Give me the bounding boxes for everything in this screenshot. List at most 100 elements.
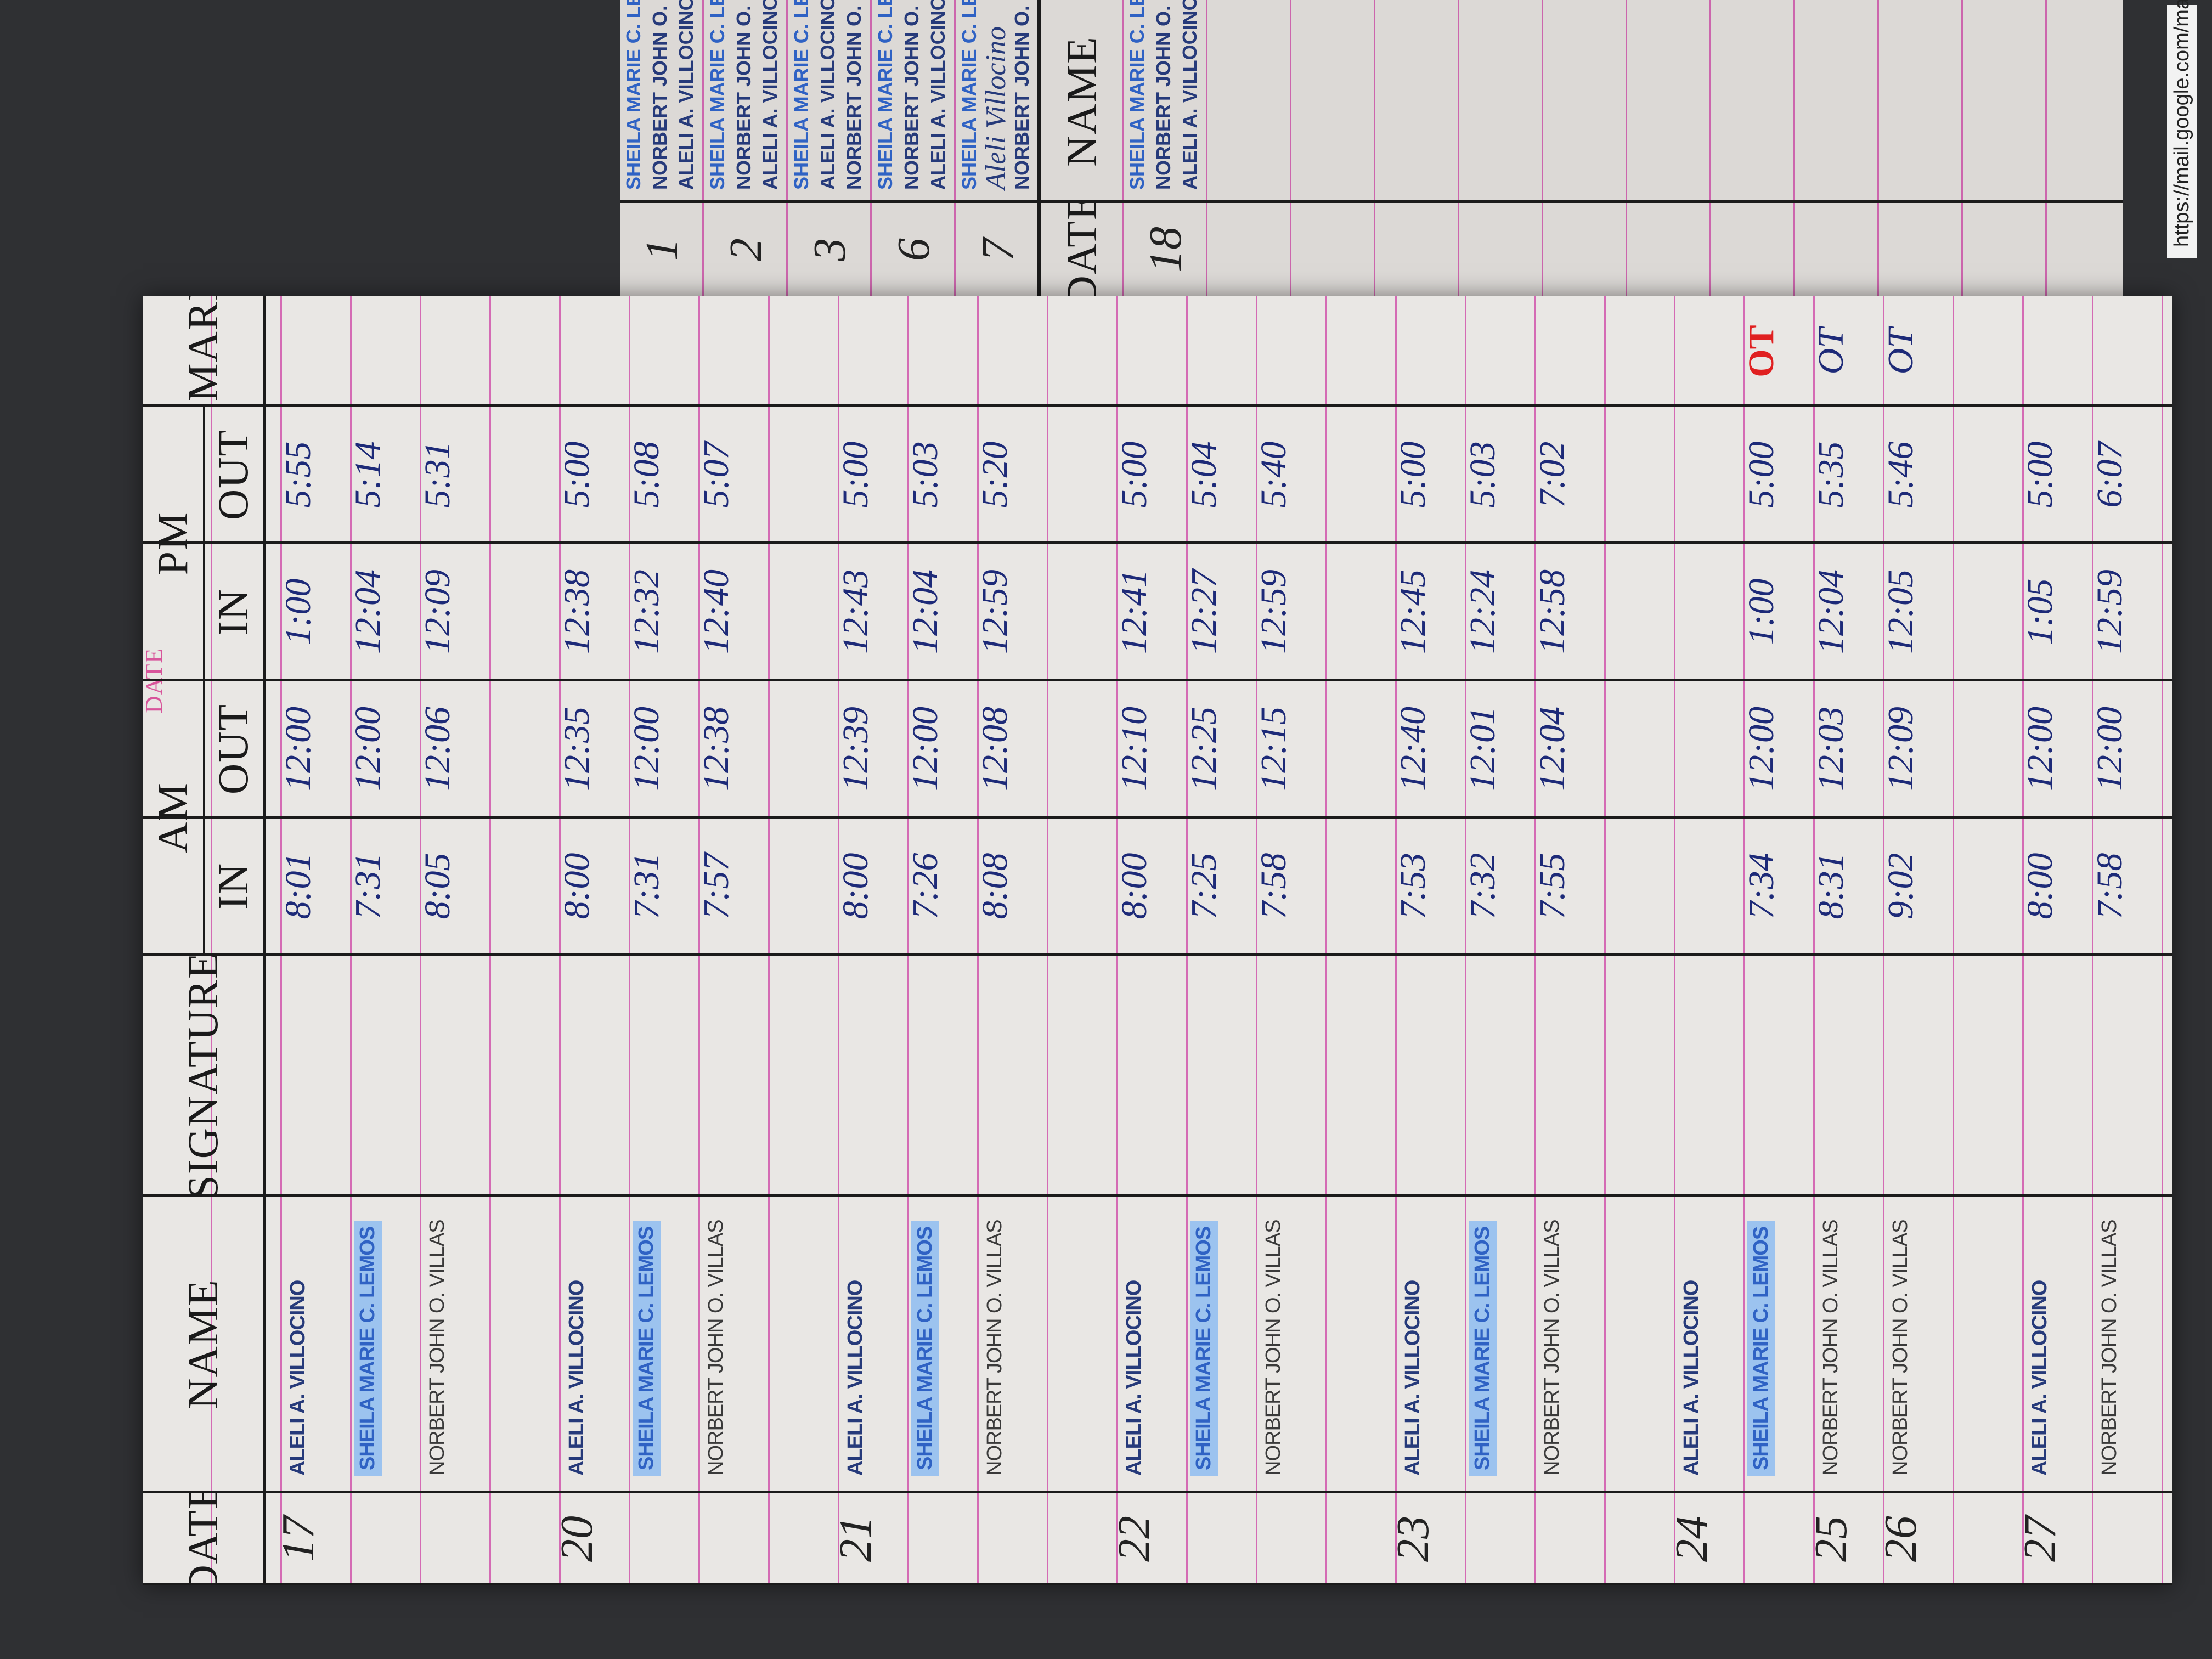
time: 12:04 [347,569,388,654]
time: 9:02 [1880,853,1921,919]
name-stamp: ALELI A. VILLOCINO [2005,1196,2075,1492]
left-page: DATE NAME SIGNATURE AM DATE PM IN OUT IN OUT REMAR… [140,296,2172,1585]
date: 6 [888,238,939,261]
name-stamp-text: SHEILA MARIE C. LEMOS [354,1221,382,1476]
name-stamp: SHEILA MARIE C. LEMOS [874,0,896,190]
name-stamp: SHEILA MARIE C. LEMOS [622,0,645,190]
time: 12:32 [626,569,667,654]
time: 12:04 [1810,569,1851,654]
time: 5:00 [1741,441,1781,508]
date: 1 [636,238,687,261]
name-stamp: NORBERT JOHN O. VILLAS [1866,1196,1936,1492]
time: 12:03 [1810,707,1851,791]
signature-header: SIGNATURE [179,955,227,1196]
name-stamp-text: ALELI A. VILLOCINO [1680,1280,1703,1476]
time: 8:31 [1810,853,1851,919]
time: 12:00 [626,707,667,791]
time: 5:00 [1114,441,1154,508]
time: 12:00 [2019,707,2060,791]
name-stamp: NORBERT JOHN O. VILLAS [900,0,923,190]
name-stamp-text: NORBERT JOHN O. VILLAS [1262,1220,1285,1476]
time: 12:59 [2089,569,2130,654]
remarks-header: REMARKS [179,296,227,406]
time: 5:20 [974,441,1015,508]
name-stamp: NORBERT JOHN O. VILLAS [1152,0,1175,190]
header-line [203,406,205,955]
name-stamp: NORBERT JOHN O. VILLAS [403,1196,472,1492]
time: 8:01 [278,853,318,919]
name-stamp: SHEILA MARIE C. LEMOS [1169,1196,1239,1492]
in-header: IN [209,588,257,636]
name-stamp-text: NORBERT JOHN O. VILLAS [1541,1220,1564,1476]
time: 12:01 [1462,707,1503,791]
name-stamp-text: NORBERT JOHN O. VILLAS [426,1220,449,1476]
time: 1:05 [2019,578,2060,645]
time: 5:40 [1253,441,1294,508]
name-stamp: NORBERT JOHN O. VILLAS [843,0,865,190]
name-stamp: NORBERT JOHN O. VILLAS [732,0,755,190]
time: 12:27 [1183,569,1224,654]
name-stamp-text: ALELI A. VILLOCINO [2028,1280,2051,1476]
name-stamp-text: SHEILA MARIE C. LEMOS [1747,1221,1775,1476]
time: 5:08 [626,441,667,508]
time: 12:09 [417,569,458,654]
time: 7:25 [1183,853,1224,919]
time: 8:05 [417,853,458,919]
time: 7:02 [1532,441,1572,508]
date: 27 [2015,1516,2066,1562]
date: 2 [720,238,771,261]
time: 7:53 [1392,853,1433,919]
remarks: OT [1810,328,1851,375]
date: 21 [830,1516,881,1562]
name-stamp-text: SHEILA MARIE C. LEMOS [911,1221,939,1476]
name-stamp: NORBERT JOHN O. VILLAS [2075,1196,2145,1492]
name-header: NAME [1057,36,1105,167]
time: 12:09 [1880,707,1921,791]
time: 7:58 [2089,853,2130,919]
name-stamp-text: NORBERT JOHN O. VILLAS [1889,1220,1912,1476]
time: 8:00 [835,853,876,919]
time: 5:00 [835,441,876,508]
time: 12:06 [417,707,458,791]
in-header: IN [209,862,257,910]
time: 5:14 [347,441,388,508]
time: 12:05 [1880,569,1921,654]
time: 5:07 [696,441,736,508]
date: 24 [1666,1516,1717,1562]
time: 12:39 [835,707,876,791]
date: 7 [972,238,1023,261]
name-stamp: NORBERT JOHN O. VILLAS [960,1196,1030,1492]
time: 12:00 [1741,707,1781,791]
time: 12:25 [1183,707,1224,791]
time: 5:00 [2019,441,2060,508]
time: 8:00 [2019,853,2060,919]
time: 5:03 [905,441,945,508]
time: 1:00 [1741,578,1781,645]
name-stamp: SHEILA MARIE C. LEMOS [706,0,729,190]
time: 12:08 [974,707,1015,791]
date: 22 [1109,1516,1160,1562]
time: 5:31 [417,441,458,508]
date-header: DATE [1057,203,1105,296]
time: 12:58 [1532,569,1572,654]
name-stamp-text: ALELI A. VILLOCINO [565,1280,588,1476]
time: 7:58 [1253,853,1294,919]
name-stamp: Aleli Villocino [982,26,1009,190]
out-header: OUT [209,703,257,795]
name-stamp: ALELI A. VILLOCINO [821,1196,890,1492]
time: 12:00 [278,707,318,791]
name-stamp: NORBERT JOHN O. VILLAS [681,1196,751,1492]
name-stamp: ALELI A. VILLOCINO [675,0,697,190]
time: 5:00 [1392,441,1433,508]
name-stamp-text: NORBERT JOHN O. VILLAS [983,1220,1006,1476]
date: 23 [1387,1516,1438,1562]
name-stamp-text: ALELI A. VILLOCINO [1401,1280,1424,1476]
name-stamp: ALELI A. VILLOCINO [263,1196,333,1492]
time: 12:43 [835,569,876,654]
time: 7:31 [626,853,667,919]
name-stamp: ALELI A. VILLOCINO [1378,1196,1448,1492]
time: 12:00 [2089,707,2130,791]
name-stamp: ALELI A. VILLOCINO [1178,0,1201,190]
time: 7:34 [1741,853,1781,919]
time: 5:00 [556,441,597,508]
